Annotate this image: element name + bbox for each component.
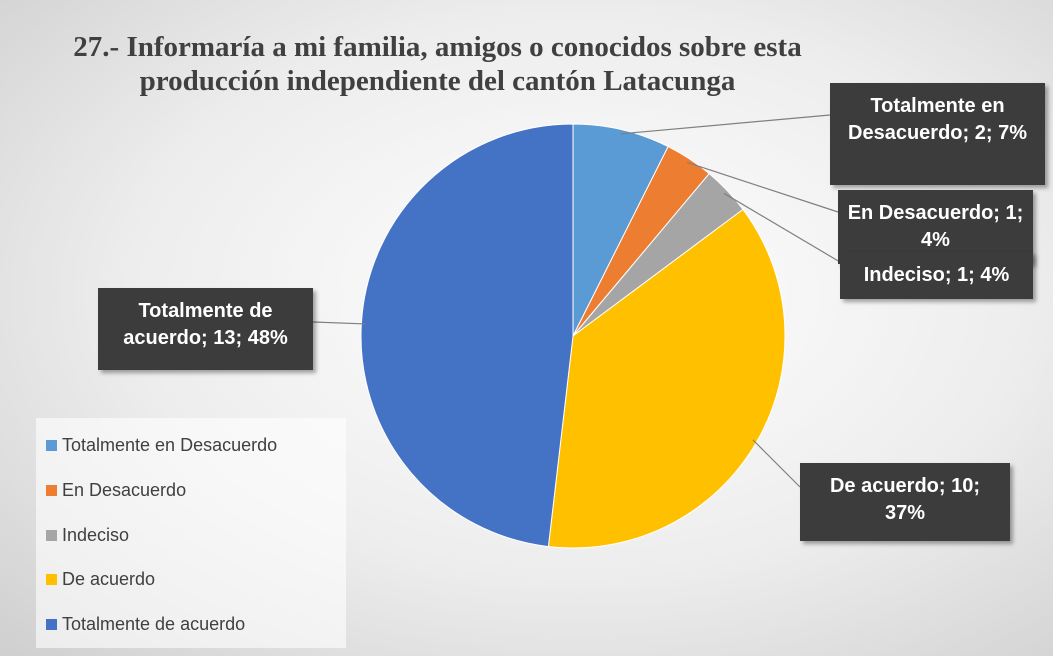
pie-slice [547,208,786,549]
leader-line [312,321,366,325]
leader-line [723,192,841,263]
data-label: Totalmente en Desacuerdo; 2; 7% [830,83,1045,185]
chart-title: 27.- Informaría a mi familia, amigos o c… [73,31,802,97]
legend-entry: Totalmente de acuerdo [46,614,245,635]
legend-label: Indeciso [62,524,130,545]
legend-label: En Desacuerdo [62,479,187,500]
leader-line [620,114,831,135]
legend-swatch [46,529,57,541]
data-label: De acuerdo; 10; 37% [800,463,1010,541]
legend-entry: De acuerdo [46,569,155,590]
legend-entry: En Desacuerdo [46,480,186,501]
legend-swatch [46,484,57,496]
legend-swatch [46,440,57,451]
legend-entry: Indeciso [46,525,129,546]
legend-entry: Totalmente en Desacuerdo [46,435,277,456]
pie-slice [572,123,669,337]
data-label: Totalmente de acuerdo; 13; 48% [98,288,313,370]
legend-swatch [46,574,57,586]
legend-label: Totalmente de acuerdo [62,614,246,635]
legend-label: De acuerdo [62,569,156,590]
legend-swatch [46,619,57,631]
legend: Totalmente en Desacuerdo En Desacuerdo Ind… [36,418,346,648]
data-label: Indeciso; 1; 4% [840,252,1033,299]
data-label: En Desacuerdo; 1; 4% [838,190,1033,264]
leader-line [752,439,801,488]
pie-slice [360,123,574,548]
legend-label: Totalmente en Desacuerdo [62,435,278,455]
leader-line [686,161,839,213]
